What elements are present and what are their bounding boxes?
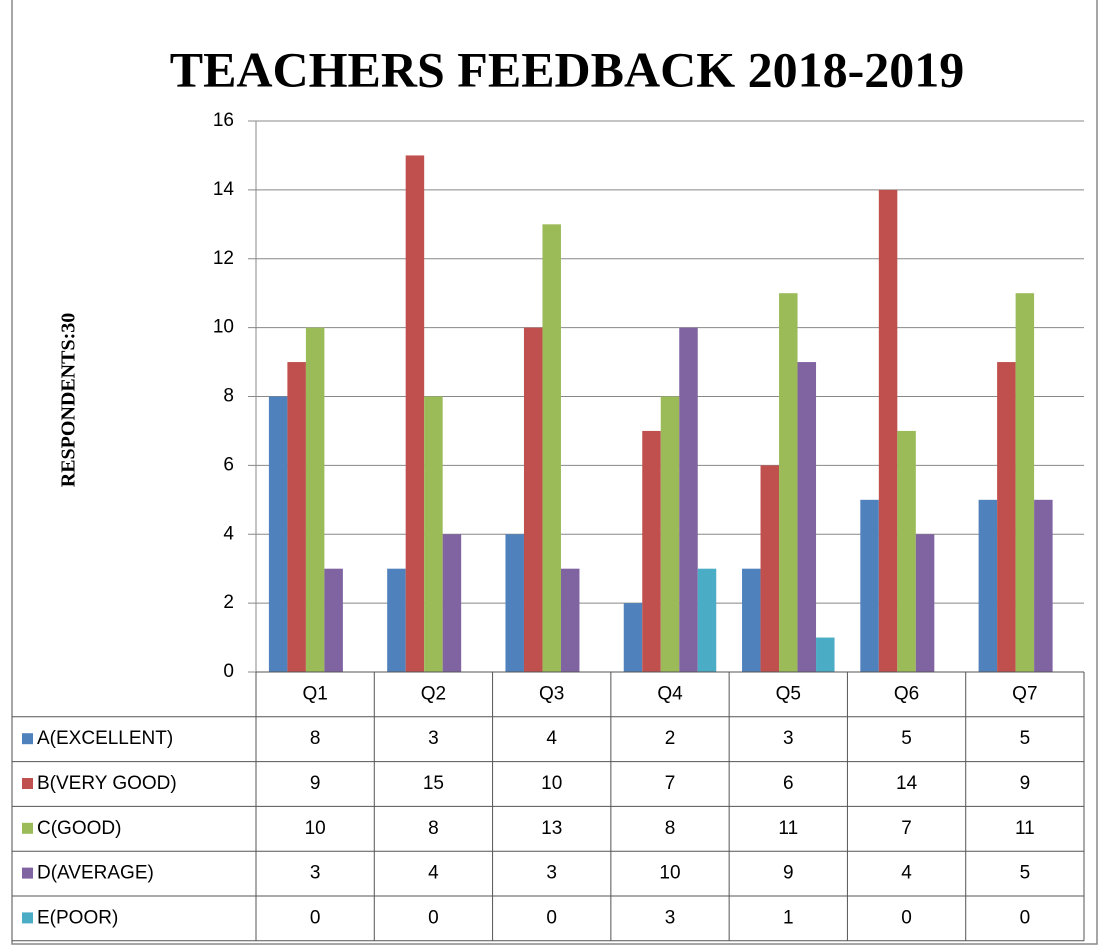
bar [424,396,443,672]
table-cell: 3 [428,728,439,749]
x-tick-label: Q5 [776,683,801,704]
bar [660,396,680,672]
legend-label: D(AVERAGE) [37,863,154,884]
bar [387,568,406,672]
table-cell: 10 [659,863,680,884]
table-cell: 1 [783,907,794,928]
legend-swatch [22,733,33,745]
x-tick-label: Q1 [302,683,327,704]
y-tick-label: 4 [223,523,234,544]
bar [679,327,698,672]
table-cell: 15 [423,773,444,794]
legend-swatch [22,912,33,924]
x-tick-label: Q2 [421,683,446,704]
bar [287,362,306,672]
y-axis-label: RESPONDENTS:30 [58,313,80,487]
x-tick-label: Q3 [539,683,564,704]
table-cell: 7 [901,818,912,839]
bar [642,430,661,672]
bar [542,224,561,672]
bar [442,534,462,672]
table-cell: 10 [305,818,326,839]
bar [860,499,879,672]
table-cell: 0 [901,907,912,928]
bar [915,534,935,672]
bar [305,327,325,672]
table-cell: 4 [546,728,557,749]
table-cell: 9 [783,863,794,884]
table-cell: 9 [310,773,321,794]
bar [405,155,425,672]
y-tick-label: 8 [223,386,234,407]
bar [523,327,543,672]
table-cell: 6 [783,773,794,794]
y-tick-label: 14 [213,179,235,200]
table-cell: 13 [541,818,562,839]
legend-label: B(VERY GOOD) [37,773,177,794]
bar [742,568,761,672]
table-cell: 4 [901,863,912,884]
table-cell: 11 [778,818,798,839]
y-tick-label: 10 [213,317,234,338]
bar [897,430,916,672]
table-cell: 4 [428,863,439,884]
table-cell: 3 [310,863,321,884]
y-tick-label: 0 [223,661,234,682]
table-cell: 10 [541,773,562,794]
bar [560,568,580,672]
bar [623,603,643,672]
bar [697,568,717,672]
x-tick-label: Q7 [1012,683,1037,704]
table-cell: 8 [310,728,321,749]
legend-label: A(EXCELLENT) [37,728,173,749]
bar [779,293,798,672]
table-cell: 0 [428,907,439,928]
legend-swatch [22,867,33,879]
table-cell: 0 [1020,907,1031,928]
y-tick-label: 12 [213,248,234,269]
legend-swatch [22,822,33,834]
legend-label: C(GOOD) [37,818,121,839]
table-cell: 14 [896,773,918,794]
legend-label: E(POOR) [37,907,118,928]
y-tick-label: 16 [213,110,234,131]
table-cell: 7 [665,773,676,794]
bar [816,637,835,672]
bar [505,534,524,672]
legend-swatch [22,778,33,789]
table-cell: 9 [1020,773,1031,794]
y-tick-label: 6 [223,454,234,475]
bar [324,568,343,672]
y-tick-label: 2 [223,592,234,613]
table-cell: 8 [428,818,439,839]
table-cell: 5 [901,728,912,749]
x-tick-label: Q4 [657,683,683,704]
table-cell: 0 [546,907,557,928]
table-cell: 2 [665,728,676,749]
table-cell: 5 [1020,863,1031,884]
table-cell: 3 [783,728,794,749]
table-cell: 5 [1020,728,1031,749]
bar [878,189,898,672]
bar [1015,293,1035,672]
bar [1034,499,1053,672]
x-tick-label: Q6 [894,683,919,704]
bar [797,362,817,672]
table-cell: 3 [546,863,557,884]
bar [978,499,998,672]
table-cell: 3 [665,907,676,928]
table-cell: 0 [310,907,321,928]
bar [997,362,1016,672]
bar [268,396,288,672]
chart-title: TEACHERS FEEDBACK 2018-2019 [170,41,965,97]
table-cell: 8 [665,818,676,839]
frame [11,0,1098,945]
bar [760,465,780,672]
table-cell: 11 [1015,818,1035,839]
